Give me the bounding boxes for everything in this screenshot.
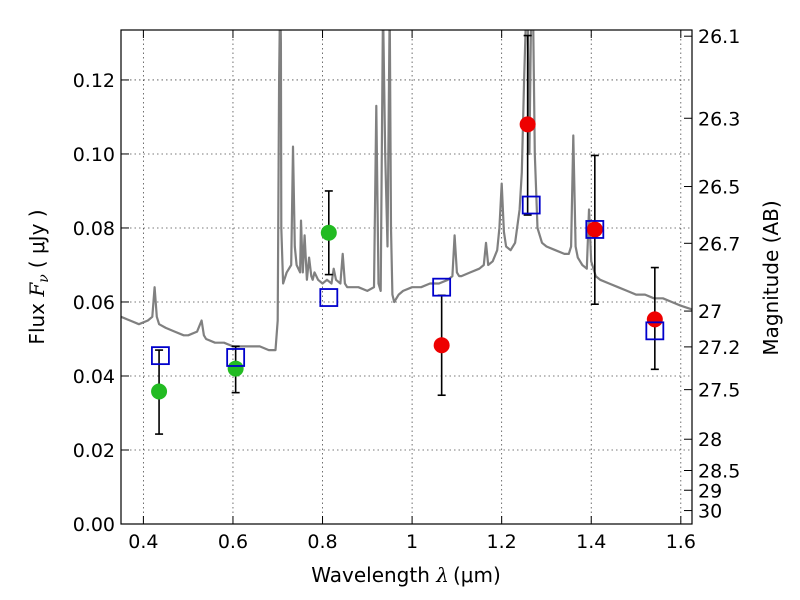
right-tick-label: 26.7: [698, 233, 740, 255]
right-axis-title: Magnitude (AB): [759, 200, 783, 355]
data-point: [519, 116, 536, 133]
model-square: [319, 288, 339, 307]
x-tick-label: 0.4: [128, 531, 158, 553]
model-square: [432, 277, 452, 297]
y-tick-label: 0.02: [73, 440, 115, 462]
y-tick-label: 0.08: [73, 218, 115, 240]
photometry-layer: [151, 34, 665, 435]
right-tick-label: 26.5: [698, 177, 740, 199]
right-tick-label: 28.5: [698, 461, 740, 483]
y-tick-label: 0.12: [73, 70, 115, 92]
right-tick-label: 29: [698, 480, 722, 502]
x-tick-label: 0.6: [218, 531, 248, 553]
x-axis-title: Wavelength λ (μm): [311, 563, 501, 587]
model-square: [645, 321, 665, 341]
spectrum-line: [121, 30, 692, 352]
axis-ticks: 0.4 0.6 0.8 1 1.2 1.4 1.6 0.00 0.02 0.04 0.06 0.08 0…: [73, 26, 741, 553]
data-point: [586, 221, 603, 238]
y-axis-title-prefix: Flux: [25, 297, 49, 345]
plot-frame: [120, 29, 693, 525]
y-axis-title-symbol: F: [25, 282, 49, 298]
x-tick-label: 1: [406, 531, 418, 553]
y-axis-title-units: ( μJy ): [25, 209, 49, 268]
x-tick-label: 1.6: [666, 531, 696, 553]
model-square: [585, 220, 605, 239]
y-tick-label: 0.00: [73, 514, 115, 536]
x-tick-label: 0.8: [307, 531, 337, 553]
x-axis-title-units: (μm): [453, 563, 501, 587]
right-tick-label: 27.2: [698, 337, 740, 359]
y-tick-label: 0.10: [73, 144, 115, 166]
grid-lines: [121, 30, 692, 524]
right-tick-label: 26.3: [698, 108, 740, 130]
right-tick-label: 27.5: [698, 380, 740, 402]
spectrum-layer: [121, 30, 692, 352]
y-tick-label: 0.06: [73, 292, 115, 314]
x-tick-label: 1.4: [576, 531, 606, 553]
y-axis-title-subscript: ν: [36, 274, 52, 283]
right-tick-label: 27: [698, 301, 722, 323]
x-axis-title-prefix: Wavelength: [311, 563, 436, 587]
data-point: [151, 383, 168, 400]
y-axis-title: Flux Fν ( μJy ): [25, 209, 52, 344]
right-tick-label: 30: [698, 501, 722, 523]
x-tick-label: 1.2: [487, 531, 517, 553]
model-square: [521, 195, 541, 215]
data-point: [227, 360, 244, 377]
y-tick-label: 0.04: [73, 366, 115, 388]
data-point: [433, 337, 450, 354]
right-tick-label: 26.1: [698, 26, 740, 48]
right-tick-label: 28: [698, 429, 722, 451]
data-point: [646, 311, 663, 328]
x-axis-title-symbol: λ: [435, 563, 449, 587]
model-square: [226, 348, 246, 367]
model-square: [151, 346, 170, 366]
data-point: [320, 224, 337, 241]
